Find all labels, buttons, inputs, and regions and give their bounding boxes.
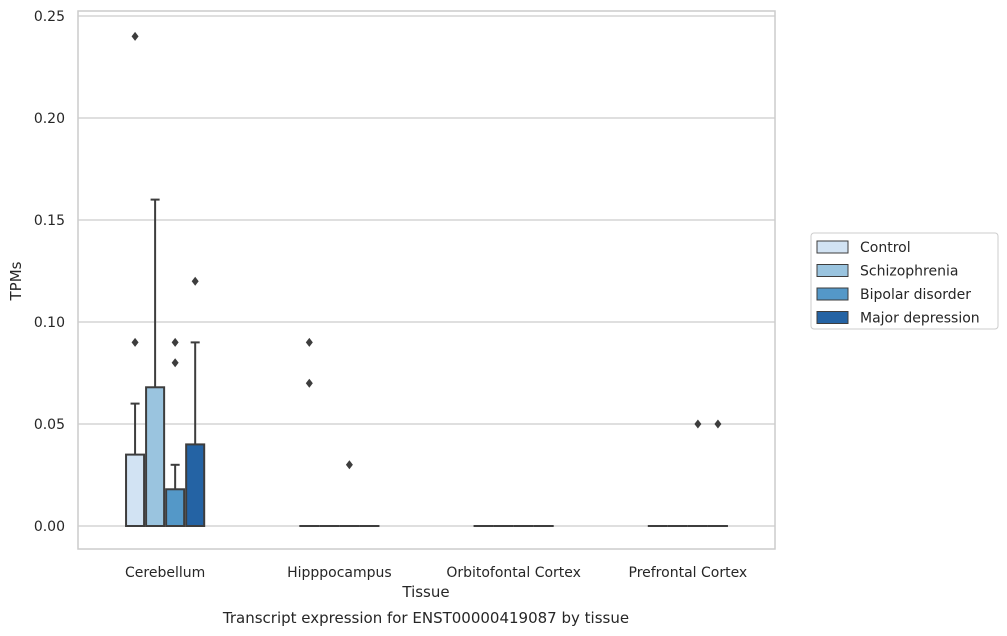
y-tick-label: 0.15 (34, 213, 65, 229)
outlier-point (191, 276, 199, 286)
y-axis-ticks: 0.00 0.05 0.10 0.15 0.20 0.25 (34, 9, 65, 535)
x-tick-label: Prefrontal Cortex (629, 565, 748, 581)
box-bipolar-disorder-cerebellum (165, 337, 186, 527)
outlier-point (171, 358, 179, 368)
outlier-point (714, 419, 722, 429)
legend-label: Bipolar disorder (860, 287, 971, 303)
x-tick-label: Cerebellum (125, 565, 205, 581)
y-tick-label: 0.00 (34, 519, 65, 535)
box-control-hipppocampus (299, 337, 320, 528)
legend: Control Schizophrenia Bipolar disorder Majo… (810, 232, 999, 330)
y-tick-label: 0.25 (34, 9, 65, 25)
box-major-depression-cerebellum (185, 276, 206, 527)
legend-swatch (816, 240, 849, 254)
box-rect (165, 488, 186, 527)
box-bipolar-disorder-prefrontal-cortex (687, 419, 708, 528)
grid-lines (78, 15, 775, 527)
box-rect (125, 453, 146, 528)
legend-swatch (816, 311, 849, 324)
legend-label: Schizophrenia (860, 264, 958, 280)
y-tick-label: 0.05 (34, 417, 65, 433)
x-axis-label: Tissue (401, 583, 449, 601)
x-tick-label: Hipppocampus (287, 565, 392, 581)
outlier-point (694, 419, 702, 429)
legend-item: Control (816, 240, 911, 256)
box-rect (145, 386, 166, 527)
box-rect (185, 443, 206, 527)
outlier-point (131, 337, 139, 347)
legend-items: Control Schizophrenia Bipolar disorder Majo… (816, 240, 980, 327)
outlier-point (171, 337, 179, 347)
plot-frame (77, 10, 776, 550)
legend-frame (810, 232, 999, 330)
legend-item: Schizophrenia (816, 264, 958, 280)
legend-item: Major depression (816, 311, 980, 327)
x-axis-ticks: Cerebellum Hipppocampus Orbitofontal Corte… (125, 565, 747, 581)
box-layer (125, 31, 728, 528)
chart-caption: Transcript expression for ENST0000041908… (222, 609, 629, 627)
legend-item: Bipolar disorder (816, 287, 971, 303)
legend-label: Control (860, 240, 911, 256)
outlier-point (305, 378, 313, 388)
box-control-cerebellum (125, 31, 146, 528)
x-tick-label: Orbitofontal Cortex (446, 565, 581, 581)
outlier-point (345, 460, 353, 470)
outlier-point (131, 31, 139, 41)
box-major-depression-prefrontal-cortex (707, 419, 728, 528)
y-tick-label: 0.20 (34, 111, 65, 127)
box-schizophrenia-cerebellum (145, 198, 166, 527)
y-tick-label: 0.10 (34, 315, 65, 331)
legend-label: Major depression (860, 311, 980, 327)
outlier-point (305, 337, 313, 347)
legend-swatch (816, 287, 849, 301)
box-bipolar-disorder-hipppocampus (339, 460, 360, 528)
legend-swatch (816, 264, 849, 277)
y-axis-label: TPMs (7, 261, 25, 301)
